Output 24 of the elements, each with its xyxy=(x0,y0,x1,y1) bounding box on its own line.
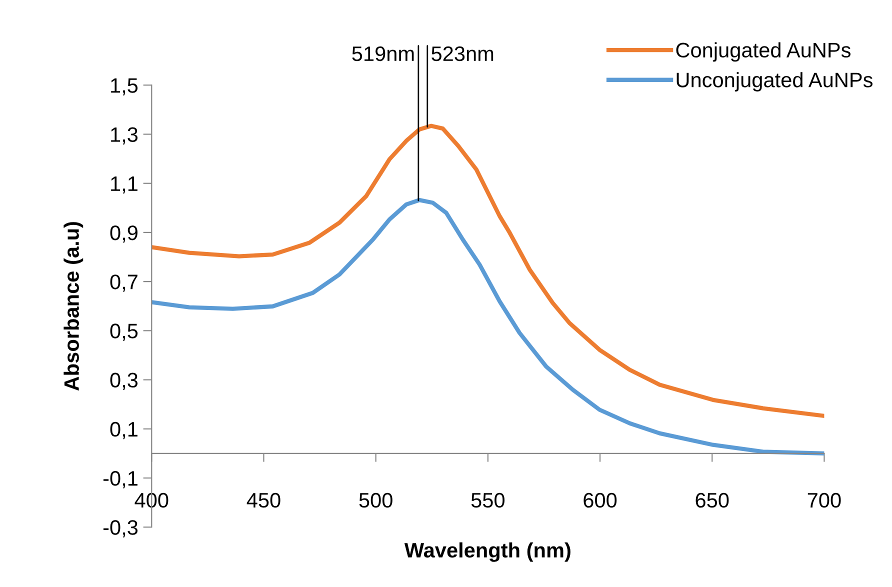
legend-label: Conjugated AuNPs xyxy=(676,42,851,62)
y-tick-label: 0,5 xyxy=(110,324,138,341)
y-tick-label: -0,1 xyxy=(103,471,138,488)
y-tick-label: 0,9 xyxy=(110,225,138,243)
y-tick-label: 1,3 xyxy=(111,127,138,144)
x-tick-label: 650 xyxy=(696,492,729,508)
x-axis-title: Wavelength (nm) xyxy=(404,542,570,562)
y-tick-label: 0,7 xyxy=(110,274,138,292)
x-tick-label: 500 xyxy=(359,492,392,508)
y-tick-label: 1,5 xyxy=(111,78,138,96)
annotation: 519nm xyxy=(352,46,414,62)
x-tick-label: 600 xyxy=(584,492,617,508)
y-axis-title: Absorbance (a.u) xyxy=(64,222,84,391)
y-tick-label: -0,3 xyxy=(103,520,138,538)
annotation: 523nm xyxy=(432,46,494,62)
y-tick-label: 0,3 xyxy=(110,372,138,390)
x-tick-label: 700 xyxy=(808,492,841,508)
x-tick-label: 550 xyxy=(471,492,504,508)
legend-label: Unconjugated AuNPs xyxy=(676,72,873,92)
x-tick-label: 450 xyxy=(246,492,280,508)
line-series xyxy=(152,124,824,418)
y-tick-label: 1,1 xyxy=(111,176,138,194)
x-tick-label: 400 xyxy=(134,492,168,508)
y-tick-label: 0,1 xyxy=(110,422,138,440)
